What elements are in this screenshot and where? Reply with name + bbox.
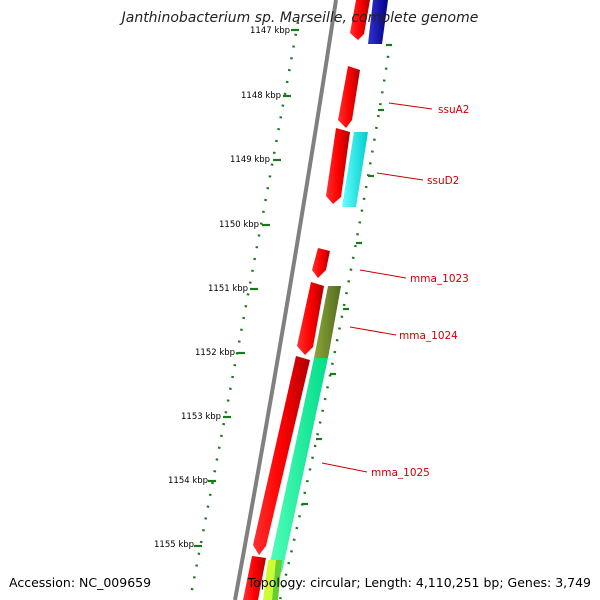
genome-backbone	[233, 0, 338, 600]
gene-label-mma-1023[interactable]: mma_1023	[410, 273, 469, 285]
cds-arrow-mma-1025	[253, 356, 310, 555]
gene-label-ssud2[interactable]: ssuD2	[427, 175, 459, 187]
accession-text: Accession: NC_009659	[9, 575, 152, 590]
mma-1025-connector	[321, 462, 368, 473]
outer-track-ticks	[302, 43, 392, 506]
feature-block-mma-1025	[268, 358, 328, 572]
tick-label: 1147 kbp	[250, 26, 290, 36]
tick-label: 1152 kbp	[195, 348, 235, 358]
cds-arrow-mma-1024	[297, 282, 324, 355]
cds-arrow-ssua2	[338, 66, 360, 128]
gene-label-ssua2[interactable]: ssuA2	[438, 104, 469, 116]
tick-label: 1154 kbp	[168, 476, 208, 486]
scale-tick-labels: 1147 kbp 1148 kbp 1149 kbp 1150 kbp 1151…	[154, 26, 290, 550]
cds-arrow-mma-1023	[312, 248, 330, 278]
tick-label: 1150 kbp	[219, 220, 259, 230]
feature-block-blue	[368, 0, 388, 44]
gene-labels: ssuA2 ssuD2 mma_1023 mma_1024 mma_1025	[371, 104, 469, 479]
ssua2-connector	[388, 102, 433, 110]
gene-label-mma-1024[interactable]: mma_1024	[399, 330, 458, 342]
tick-label: 1149 kbp	[230, 155, 270, 165]
mma-1023-connector	[359, 269, 407, 279]
feature-track	[263, 0, 388, 600]
gene-label-mma-1025[interactable]: mma_1025	[371, 467, 430, 479]
cds-arrow-top	[350, 0, 370, 40]
mma-1024-connector	[349, 326, 397, 336]
map-title: Janthinobacterium sp. Marseille, complet…	[121, 10, 479, 26]
ssud2-connector	[376, 172, 424, 181]
tick-label: 1148 kbp	[241, 91, 281, 101]
tick-label: 1153 kbp	[181, 412, 221, 422]
genome-summary-text: Topology: circular; Length: 4,110,251 bp…	[247, 575, 591, 590]
feature-block-ssud2	[342, 132, 368, 207]
tick-label: 1151 kbp	[208, 284, 248, 294]
outer-track-ruler	[278, 43, 392, 600]
gene-label-connectors	[321, 102, 433, 473]
feature-block-small-green	[272, 560, 282, 600]
tick-label: 1155 kbp	[154, 540, 194, 550]
scale-ticks	[194, 28, 299, 548]
cds-arrow-ssud2	[326, 128, 350, 204]
feature-block-small-yellow	[263, 560, 276, 600]
feature-block-mma-1024	[314, 286, 341, 358]
cds-arrow-bottom	[243, 556, 266, 600]
scale-ruler	[188, 21, 300, 600]
cds-track	[243, 0, 370, 600]
